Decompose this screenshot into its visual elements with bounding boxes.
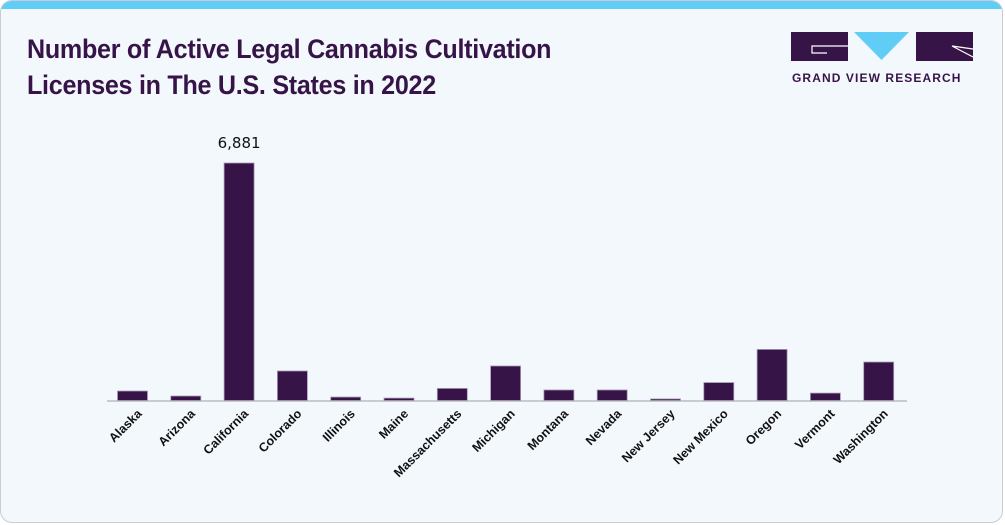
bar-new-jersey [650, 398, 681, 401]
x-tick-label: Illinois [320, 407, 358, 445]
x-tick-label: Arizona [156, 406, 199, 449]
bar-vermont [810, 392, 841, 401]
bar-maine [383, 397, 415, 401]
bar-montana [543, 389, 575, 401]
logo-v-triangle [854, 32, 909, 60]
bar-arizona [170, 395, 202, 401]
x-tick-label: Montana [525, 406, 572, 453]
x-tick-label: New Mexico [670, 406, 731, 467]
bar-nevada [596, 389, 628, 401]
x-tick-label: New Jersey [619, 407, 678, 466]
data-label: 6,881 [218, 134, 261, 152]
x-tick-label: Colorado [256, 406, 305, 455]
x-tick-label: Michigan [470, 407, 518, 455]
bar-washington [863, 361, 895, 401]
x-tick-label: Nevada [583, 406, 625, 448]
bar-colorado [276, 370, 308, 401]
bar-california [223, 162, 255, 401]
bar-illinois [330, 396, 362, 401]
bar-alaska [117, 390, 148, 401]
accent-top-bar [1, 1, 1002, 9]
x-tick-label: Oregon [743, 407, 784, 448]
x-tick-label: Maine [376, 407, 411, 442]
x-tick-label: Vermont [792, 406, 838, 452]
x-tick-label: Alaska [106, 406, 145, 445]
x-tick-label: California [201, 406, 252, 457]
brand-name: GRAND VIEW RESEARCH [792, 71, 962, 85]
chart-title-line-1: Number of Active Legal Cannabis Cultivat… [27, 34, 552, 64]
logo-r-block [916, 32, 974, 61]
bar-massachusetts [436, 388, 468, 401]
bar-new-mexico [703, 382, 735, 401]
x-tick-label: Washington [831, 407, 891, 467]
chart-title-line-2: Licenses in The U.S. States in 2022 [27, 70, 436, 100]
logo-g-block [791, 32, 848, 61]
gvr-logo-icon [791, 32, 974, 61]
chart-title: Number of Active Legal Cannabis Cultivat… [27, 31, 678, 103]
bar-michigan [490, 365, 522, 401]
bar-oregon [756, 349, 788, 401]
